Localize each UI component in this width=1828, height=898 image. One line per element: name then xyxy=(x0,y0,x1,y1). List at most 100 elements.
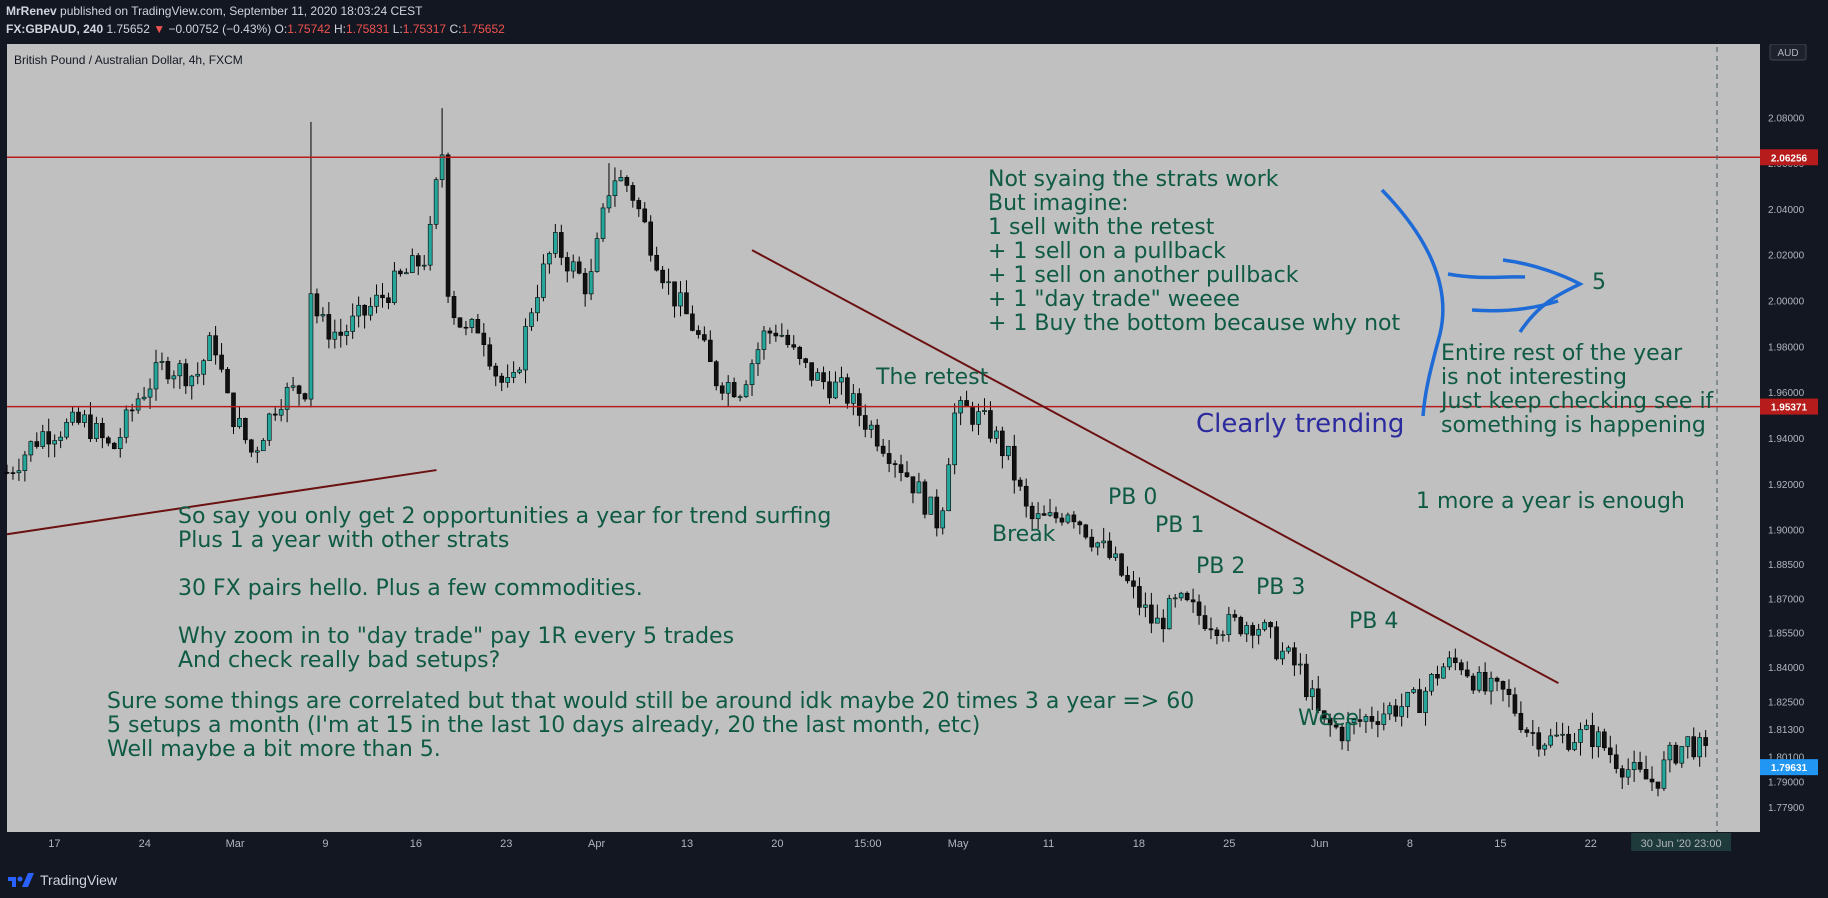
candle-body xyxy=(1196,601,1202,616)
note-clearly-trending: Clearly trending xyxy=(1196,409,1405,439)
candle-body xyxy=(880,445,886,454)
y-axis-ticks: 2.080002.060002.040002.020002.000001.980… xyxy=(1768,113,1805,813)
x-tick-18: 30 Jun '20 23:00 xyxy=(1641,838,1722,850)
candle-body xyxy=(1315,688,1321,711)
price-labels: 2.06256 1.95371 1.79631 xyxy=(1760,149,1818,776)
candle-body xyxy=(1339,726,1345,742)
candle-body xyxy=(1464,669,1470,677)
candle-body xyxy=(1178,592,1184,599)
candle-body xyxy=(1560,733,1565,736)
candle-body xyxy=(1184,592,1190,601)
last-price-label: 1.79631 xyxy=(1771,763,1808,774)
candle-body xyxy=(702,334,707,341)
candle-body xyxy=(624,177,630,186)
candle-body xyxy=(910,476,916,494)
y-tick-6: 1.96000 xyxy=(1768,388,1805,399)
candle-body xyxy=(964,400,969,407)
candle-body xyxy=(266,413,272,441)
x-tick-16: 15 xyxy=(1494,838,1506,850)
x-tick-3: 9 xyxy=(322,838,328,850)
note-pb2: PB 2 xyxy=(1196,554,1246,579)
author-name[interactable]: MrRenev xyxy=(6,4,57,18)
candle-body xyxy=(249,439,254,453)
candle-body xyxy=(1000,430,1005,457)
candle-body xyxy=(1441,666,1446,679)
candle-body xyxy=(708,339,713,362)
candle-body xyxy=(1220,634,1226,637)
time-axis[interactable] xyxy=(0,832,1828,862)
candle-body xyxy=(1327,717,1333,726)
trendlines xyxy=(6,249,1559,684)
price-axis[interactable] xyxy=(1760,44,1828,862)
note-rest-of-year: Entire rest of the year is not interesti… xyxy=(1441,341,1714,438)
candle-body xyxy=(1226,614,1232,636)
candle-body xyxy=(1101,540,1106,544)
candle-body xyxy=(1506,688,1512,695)
candle-body xyxy=(1137,586,1142,608)
candle-body xyxy=(791,344,797,348)
candle-body xyxy=(344,331,350,336)
note-weee: Weee xyxy=(1298,706,1360,731)
candle-body xyxy=(696,330,701,335)
candle-body xyxy=(1065,514,1071,523)
candle-body xyxy=(618,177,624,182)
price-label-box-0 xyxy=(1760,149,1818,166)
candle-body xyxy=(207,335,212,361)
candle-body xyxy=(1655,781,1661,789)
candle-body xyxy=(278,409,284,416)
candle-body xyxy=(451,296,457,319)
y-tick-13: 1.84000 xyxy=(1768,663,1805,674)
candle-body xyxy=(314,293,320,317)
candle-body xyxy=(1703,737,1708,746)
candle-body xyxy=(1536,732,1542,750)
y-tick-9: 1.90000 xyxy=(1768,526,1805,537)
candle-body xyxy=(1590,725,1595,748)
candle-body xyxy=(1387,705,1393,715)
last-price-box xyxy=(1760,759,1818,776)
candle-body xyxy=(666,281,671,284)
y-tick-15: 1.81300 xyxy=(1768,725,1805,736)
plot-area[interactable] xyxy=(7,44,1760,832)
candle-body xyxy=(58,436,63,441)
candle-body xyxy=(106,437,111,444)
candle-body xyxy=(1047,512,1053,516)
candle-body xyxy=(1292,647,1297,666)
x-axis-ticks: 17 24 Mar 9 16 23 Apr 13 20 15:00 May 11 18 25 Jun 8 15 2… xyxy=(48,833,1732,851)
candle-body xyxy=(535,297,540,314)
candle-body xyxy=(606,195,612,209)
candle-body xyxy=(839,377,844,383)
candle-body xyxy=(1685,736,1691,747)
candle-body xyxy=(243,418,248,441)
candle-body xyxy=(636,200,642,210)
candle-body xyxy=(1071,514,1077,523)
candle-body xyxy=(326,314,332,340)
x-tick-14: Jun xyxy=(1311,838,1329,850)
note-five: 5 xyxy=(1592,270,1606,295)
candle-body xyxy=(70,411,75,423)
x-tick-10: May xyxy=(948,838,969,850)
candle-body xyxy=(845,377,850,404)
candle-body xyxy=(1661,759,1667,789)
candle-body xyxy=(386,297,391,303)
candle-body xyxy=(761,330,767,350)
candle-body xyxy=(1333,724,1339,728)
currency-badge[interactable] xyxy=(1769,44,1807,61)
y-tick-8: 1.92000 xyxy=(1768,480,1805,491)
candle-body xyxy=(690,313,695,331)
candle-body xyxy=(755,349,761,364)
candle-body xyxy=(1667,744,1673,761)
candle-body xyxy=(117,436,123,450)
candle-body xyxy=(892,463,898,465)
candle-body xyxy=(421,264,427,267)
low-label: L: xyxy=(392,22,403,36)
tradingview-logo[interactable]: TradingView xyxy=(8,872,117,888)
candle-body xyxy=(898,464,904,473)
candle-body xyxy=(1011,445,1017,481)
candle-body xyxy=(809,362,814,381)
candle-body xyxy=(1584,725,1589,730)
candle-body xyxy=(976,411,981,425)
price-chart[interactable]: British Pound / Australian Dollar, 4h, F… xyxy=(0,44,1828,862)
candle-body xyxy=(523,326,528,371)
tradingview-logo-icon xyxy=(8,873,34,887)
candle-body xyxy=(547,253,552,265)
